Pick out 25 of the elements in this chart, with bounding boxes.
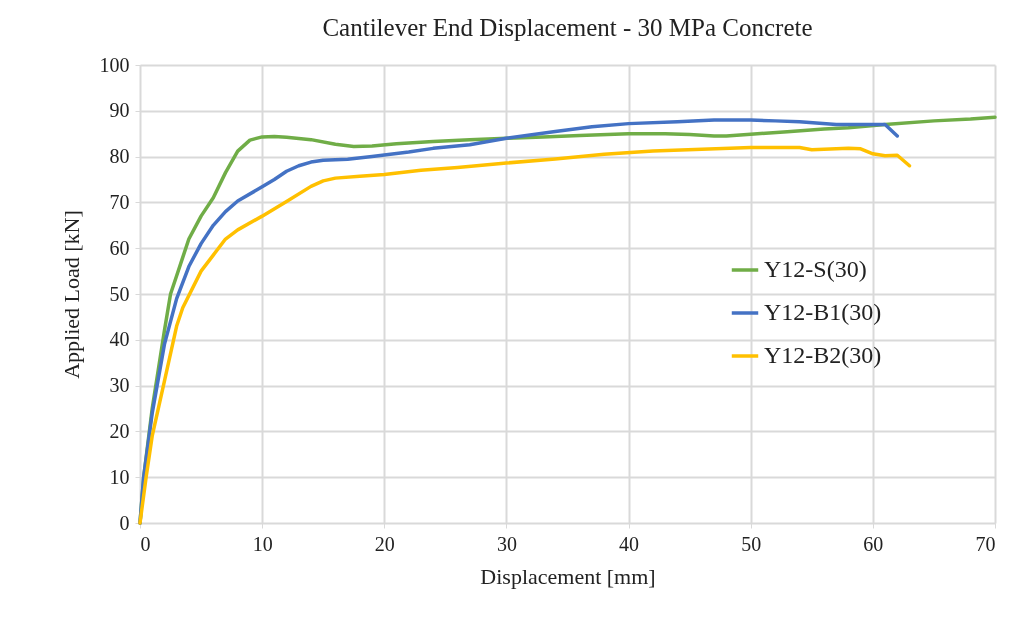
x-tick-label: 20 [374, 532, 395, 555]
y-tick-label: 50 [109, 282, 130, 305]
y-tick-label: 20 [109, 419, 130, 442]
y-tick-label: 90 [109, 99, 130, 122]
y-tick-label: 40 [109, 328, 130, 351]
y-tick-label: 100 [99, 53, 130, 76]
y-tick-label: 30 [109, 374, 130, 397]
chart-title: Cantilever End Displacement - 30 MPa Concrete [322, 14, 813, 41]
legend-label: Y12-B1(30) [764, 299, 882, 325]
y-tick-label: 0 [119, 511, 130, 534]
x-tick-label: 10 [252, 532, 273, 555]
x-axis-title: Displacement [mm] [480, 563, 656, 589]
x-tick-label: 0 [140, 532, 151, 555]
x-tick-label: 60 [863, 532, 884, 555]
y-tick-label: 70 [109, 190, 130, 213]
x-tick-label: 50 [741, 532, 762, 555]
legend-label: Y12-B2(30) [764, 342, 882, 368]
x-tick-label: 40 [619, 532, 640, 555]
y-tick-label: 60 [109, 236, 130, 259]
y-axis-title: Applied Load [kN] [58, 210, 84, 379]
x-tick-label: 30 [496, 532, 517, 555]
legend-label: Y12-S(30) [764, 256, 867, 282]
y-tick-label: 10 [109, 465, 130, 488]
x-tick-label: 70 [975, 532, 996, 555]
y-tick-label: 80 [109, 145, 130, 168]
